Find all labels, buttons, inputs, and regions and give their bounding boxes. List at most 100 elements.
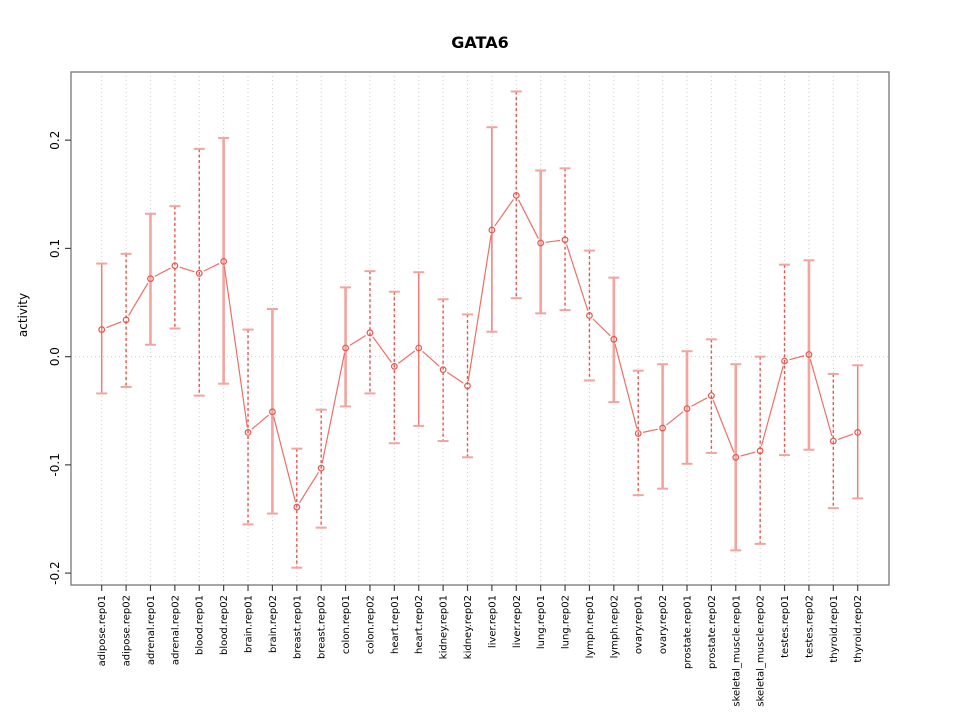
data-point-marker [464, 382, 471, 390]
series-line-segment [298, 472, 320, 504]
data-point-marker [659, 424, 667, 432]
series-line-segment [422, 350, 440, 367]
series-line-segment [321, 352, 346, 464]
data-point-marker [98, 326, 106, 333]
data-point-marker [707, 392, 715, 400]
series-line-segment [106, 321, 122, 329]
error-bars-layer [96, 90, 864, 569]
series-line-layer [106, 199, 854, 504]
x-tick-label: breast.rep02 [317, 595, 328, 659]
series-line-segment [837, 433, 854, 440]
x-tick-label: prostate.rep01 [682, 595, 693, 669]
x-tick-label: blood.rep01 [195, 595, 206, 655]
y-tick-label: 0.0 [48, 347, 62, 366]
data-point-marker [512, 191, 520, 199]
data-point-marker [610, 335, 618, 343]
series-line-segment [223, 266, 248, 428]
x-tick-label: kidney.rep02 [463, 595, 474, 659]
data-point-marker [537, 239, 545, 247]
series-line-segment [666, 411, 684, 426]
data-point-marker [220, 257, 228, 265]
x-tick-label: liver.rep01 [487, 595, 498, 648]
series-line-segment [372, 336, 392, 363]
series-line-segment [691, 397, 708, 407]
x-tick-label: brain.rep02 [268, 595, 279, 653]
x-tick-label: adipose.rep01 [97, 595, 108, 666]
x-tick-label: prostate.rep02 [707, 595, 718, 669]
chart-frame [70, 71, 890, 586]
x-tick-label: thyroid.rep01 [829, 595, 840, 663]
data-point-marker [269, 408, 276, 416]
series-line-segment [251, 414, 269, 430]
series-line-segment [592, 318, 611, 337]
series-line-segment [809, 359, 833, 437]
data-point-marker [829, 437, 837, 445]
data-point-marker [732, 453, 740, 461]
series-line-segment [614, 344, 638, 429]
x-tick-label: testes.rep02 [804, 595, 815, 658]
y-tick-label: 0.2 [48, 131, 62, 150]
data-point-marker [195, 269, 203, 277]
series-line-segment [446, 371, 464, 384]
x-tick-label: skeletal_muscle.rep01 [731, 595, 742, 707]
series-line-segment [494, 199, 514, 227]
data-point-marker [439, 366, 447, 374]
x-tick-label: blood.rep02 [219, 595, 230, 655]
chart-title: GATA6 [451, 33, 508, 52]
x-tick-label: ovary.rep02 [658, 595, 669, 654]
data-point-marker [683, 405, 691, 412]
x-tick-label: lung.rep01 [536, 595, 547, 649]
x-tick-label: heart.rep01 [390, 595, 401, 654]
x-tick-label: skeletal_muscle.rep02 [756, 595, 767, 707]
data-point-marker [805, 351, 813, 358]
series-line-segment [740, 451, 756, 457]
data-point-marker [317, 464, 325, 472]
series-markers-layer [98, 191, 862, 511]
x-tick-label: lymph.rep01 [585, 595, 596, 658]
data-point-marker [244, 428, 252, 436]
series-line-segment [467, 234, 492, 382]
data-point-marker [342, 344, 349, 352]
series-line-segment [789, 355, 805, 361]
series-line-segment [203, 263, 220, 272]
data-point-marker [122, 316, 130, 324]
x-tick-label: heart.rep02 [414, 595, 425, 654]
x-tick-label: colon.rep01 [341, 595, 352, 654]
series-line-segment [545, 239, 561, 243]
series-line-segment [760, 365, 784, 447]
y-axis-label: activity [16, 293, 30, 337]
x-tick-label: brain.rep01 [244, 595, 255, 653]
data-point-marker [854, 428, 862, 436]
series-line-segment [179, 266, 195, 273]
data-point-marker [293, 503, 301, 511]
data-point-marker [366, 329, 374, 337]
data-point-marker [147, 275, 154, 283]
data-point-marker [561, 236, 569, 244]
x-tick-label: colon.rep02 [365, 595, 376, 654]
x-tick-label: ovary.rep01 [634, 595, 645, 654]
series-line-segment [712, 400, 735, 453]
y-tick-label: 0.1 [48, 239, 62, 258]
data-point-marker [488, 226, 496, 234]
series-line-segment [128, 282, 149, 316]
data-point-marker [390, 362, 398, 370]
series-line-segment [397, 350, 416, 364]
data-point-marker [756, 447, 764, 455]
axes-layer: -0.2 -0.1 0.0 0.1 0.2 adipose.rep01 adipose.re… [48, 71, 890, 707]
x-tick-label: adipose.rep02 [122, 595, 133, 666]
data-point-marker [171, 262, 179, 270]
series-line-segment [566, 244, 589, 311]
x-tick-label: breast.rep01 [292, 595, 303, 659]
x-tick-label: liver.rep02 [512, 595, 523, 648]
y-tick-label: -0.1 [48, 453, 62, 476]
x-tick-label: lymph.rep02 [609, 595, 620, 658]
series-line-segment [642, 428, 658, 433]
data-point-marker [586, 312, 593, 319]
x-tick-label: testes.rep01 [780, 595, 791, 658]
x-tick-label: adrenal.rep01 [146, 595, 157, 665]
x-tick-label: kidney.rep01 [439, 595, 450, 659]
series-line-segment [273, 416, 297, 503]
series-line-segment [154, 267, 171, 277]
